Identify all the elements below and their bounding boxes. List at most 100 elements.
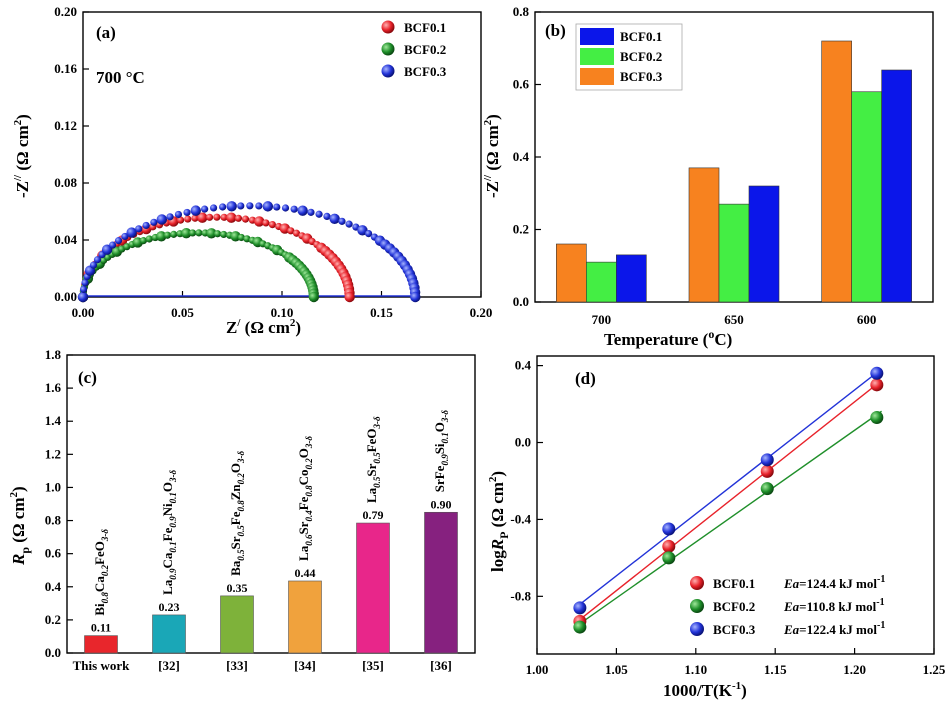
subscript: 0.9 [168, 568, 178, 580]
subscript: 0.8 [236, 500, 246, 512]
bar-compound-label: Ba0.5Sr0.5Fe0.8Zn0.2O3-δ [228, 450, 246, 575]
data-point [197, 212, 208, 223]
panel-b-x-axis-title: Temperature (oC) [604, 327, 732, 349]
panel-d-fit-lines [576, 368, 883, 627]
legend-marker [690, 576, 704, 590]
data-point [254, 216, 265, 227]
legend-label: BCF0.2 [404, 42, 446, 57]
data-point [243, 235, 251, 243]
subscript: 0.5 [236, 549, 246, 561]
data-point [226, 201, 237, 212]
data-point [237, 233, 245, 242]
data-point [226, 212, 237, 223]
data-point [870, 366, 884, 380]
legend-label: BCF0.1 [713, 576, 755, 591]
data-point [870, 378, 884, 392]
data-point [135, 225, 143, 233]
data-point [81, 279, 89, 287]
data-point [255, 202, 263, 210]
x-tick-label: 0.15 [370, 305, 393, 320]
bar [556, 243, 587, 303]
data-point [262, 201, 274, 212]
legend-label: BCF0.2 [620, 49, 662, 64]
panel-c-plot-frame [66, 354, 476, 654]
bar-compound-label: La0.6Sr0.4Fe0.8Co0.2O3-δ [296, 436, 314, 561]
formula-text: FeO [364, 429, 379, 453]
panel-b-label: (b) [545, 21, 566, 40]
panel-a-x-axis-title: Z/ (Ω cm2) [226, 317, 301, 337]
bar-compound-label: SrFe0.9Si0.1O3-δ [432, 410, 450, 493]
data-point [338, 217, 346, 225]
data-point [114, 237, 123, 245]
data-point [760, 453, 774, 467]
data-point [206, 228, 217, 239]
panel-d-y-axis-title: logRP (Ω cm2) [487, 471, 511, 572]
bar [84, 635, 118, 654]
bar-value-label: 0.44 [295, 566, 316, 580]
bar [288, 580, 322, 654]
data-point [184, 215, 192, 223]
data-point [573, 620, 587, 634]
y-tick-label: 0.6 [513, 77, 530, 92]
x-tick-label: 600 [857, 312, 877, 327]
subscript: 3-δ [100, 529, 110, 542]
bar-compound-label: La0.5Sr0.5FeO3-δ [364, 416, 382, 503]
legend-label: BCF0.3 [713, 622, 756, 637]
x-tick-label: [35] [362, 658, 384, 673]
panel-a-label: (a) [96, 23, 116, 42]
bar [424, 511, 458, 654]
data-point [170, 230, 178, 238]
data-point [760, 482, 774, 496]
x-tick-label: 0.05 [171, 305, 194, 320]
data-point [213, 230, 222, 238]
panel-c-label: (c) [78, 368, 97, 387]
data-point [156, 214, 168, 225]
data-point [174, 210, 183, 219]
subscript: 0.5 [236, 525, 246, 537]
panel-a-temperature-annotation: 700 °C [96, 68, 145, 87]
legend-ea-label: Ea=122.4 kJ mol-1 [783, 620, 885, 637]
y-tick-label: 1.2 [45, 446, 61, 461]
data-point [262, 219, 270, 227]
bar [748, 185, 780, 303]
legend-label: BCF0.3 [620, 69, 663, 84]
legend-swatch [580, 28, 614, 45]
data-point [344, 291, 355, 303]
panel-b-legend: BCF0.1 BCF0.2 BCF0.3 [575, 23, 683, 91]
subscript: 0.1 [168, 541, 178, 552]
formula-text: Ca [160, 552, 175, 568]
data-point [307, 208, 315, 216]
x-tick-label: [33] [226, 658, 248, 673]
formula-text: Ba [228, 560, 243, 576]
x-tick-label: 0.20 [470, 305, 493, 320]
formula-text: Si [432, 443, 447, 454]
y-tick-label: 0.4 [45, 579, 62, 594]
panel-d-ticks: 1.00 1.05 1.10 1.15 1.20 1.25 -0.8 -0.4 0.0 0.4 [510, 358, 945, 677]
data-point [241, 215, 250, 223]
bar-value-label: 0.23 [159, 600, 180, 614]
subscript: 0.5 [372, 476, 382, 488]
bar-value-label: 0.79 [363, 508, 384, 522]
panel-a-y-axis-title: -Z// (Ω cm2) [12, 114, 32, 198]
subscript: 0.2 [304, 458, 314, 470]
x-tick-label: 700 [592, 312, 612, 327]
legend-ea-label: Ea=124.4 kJ mol-1 [783, 574, 885, 591]
data-point [93, 256, 102, 264]
formula-text: O [160, 482, 175, 492]
formula-text: Ca [92, 576, 107, 592]
data-point [220, 230, 228, 239]
panel-d-x-axis-title: 1000/T(K-1) [663, 680, 747, 700]
fit-line [576, 379, 883, 623]
formula-text: FeO [92, 541, 107, 565]
subscript: 0.1 [168, 492, 178, 503]
data-point [237, 202, 245, 210]
y-tick-label: -0.8 [510, 588, 531, 603]
data-point [219, 203, 227, 211]
panel-b-ticks: 0.0 0.2 0.4 0.6 0.8 700 650 600 [513, 4, 877, 327]
legend-label: BCF0.2 [713, 599, 755, 614]
y-tick-label: 0.4 [515, 358, 532, 373]
subscript: 0.5 [372, 452, 382, 464]
y-tick-label: 1.6 [45, 380, 62, 395]
y-tick-label: 0.2 [45, 612, 61, 627]
